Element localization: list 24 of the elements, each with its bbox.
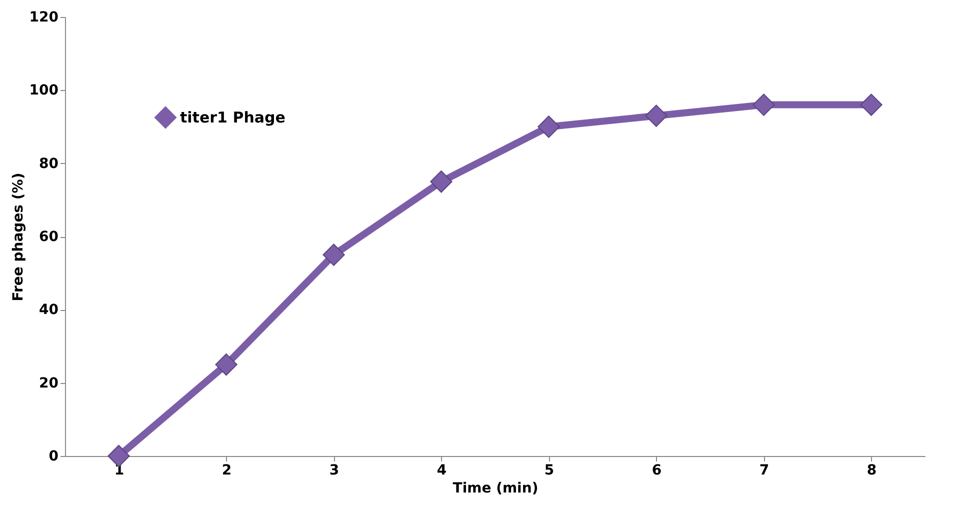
x-tick-label: 2 [222, 462, 232, 478]
point [645, 104, 668, 127]
point [215, 353, 238, 376]
point [538, 116, 560, 138]
y-tick-label: 80 [39, 156, 59, 172]
y-tick-label: 120 [29, 10, 59, 26]
y-tick-label: 20 [39, 375, 59, 392]
x-tick-label: 8 [866, 462, 877, 478]
y-tick-label: 60 [39, 229, 59, 245]
y-tick-label: 100 [29, 82, 59, 99]
x-tick-label: 6 [652, 462, 662, 478]
point [860, 94, 882, 116]
x-tick-label: 5 [544, 462, 554, 478]
legend-label: titer1 Phage [180, 108, 286, 126]
x-axis-title: Time (min) [452, 480, 538, 496]
x-tick-label: 3 [329, 462, 340, 478]
x-tick-label: 7 [759, 462, 770, 478]
point [322, 244, 345, 266]
y-axis-title: Free phages (%) [10, 172, 26, 302]
y-tick-label: 0 [48, 448, 59, 464]
point [430, 170, 452, 193]
x-tick-label: 4 [436, 462, 447, 478]
y-tick-label: 40 [39, 302, 59, 318]
point [752, 94, 775, 116]
